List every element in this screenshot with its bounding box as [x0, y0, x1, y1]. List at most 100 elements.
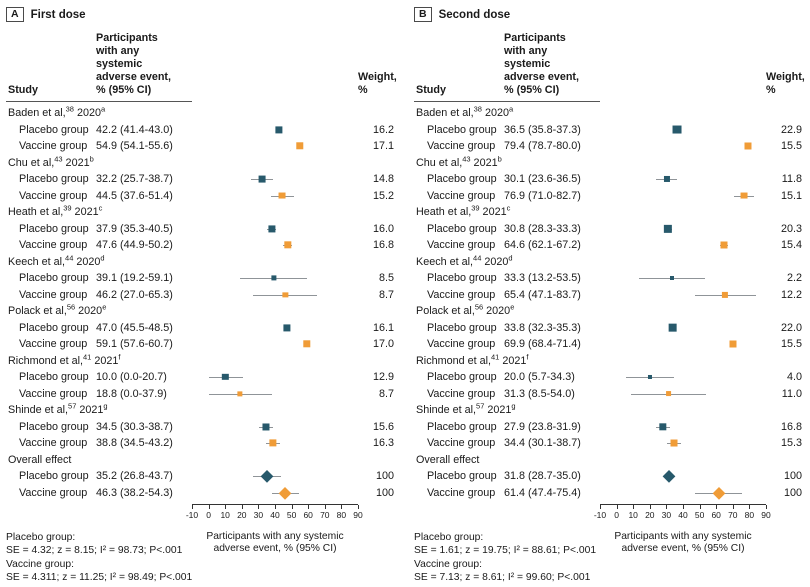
axis-tick [716, 504, 718, 509]
footnote-superscript: a [509, 104, 514, 114]
group-name: Placebo group [427, 272, 497, 285]
estimate-ci-value: 54.9 (54.1-55.6) [96, 140, 173, 153]
group-name: Vaccine group [427, 387, 496, 400]
study-name: Keech et al, [416, 255, 474, 268]
column-header-weight: Weight, % [358, 70, 397, 96]
placebo-square-marker [668, 323, 678, 332]
plot-cell [600, 138, 766, 155]
axis-tick [633, 504, 635, 509]
plot-cell [192, 286, 358, 303]
reference-superscript: 43 [462, 153, 471, 163]
placebo-square-marker [672, 125, 682, 134]
footnote-superscript: b [497, 153, 502, 163]
group-name: Vaccine group [427, 140, 496, 153]
weight-value: 22.9 [780, 123, 802, 136]
axis-tick-label: 70 [728, 509, 738, 520]
estimate-ci-value: 69.9 (68.4-71.4) [504, 338, 581, 351]
group-name: Placebo group [19, 321, 89, 334]
weight-value: 16.8 [372, 239, 394, 252]
study-row: Polack et al,56 2020e [414, 303, 808, 320]
group-name: Placebo group [19, 222, 89, 235]
reference-superscript: 44 [473, 252, 482, 262]
weight-value: 8.5 [378, 272, 394, 285]
study-year: 2021 [71, 206, 99, 219]
plot-cell [192, 220, 358, 237]
estimate-ci-value: 20.0 (5.7-34.3) [504, 371, 575, 384]
weight-value: 15.2 [372, 189, 394, 202]
study-row: Polack et al,56 2020e [6, 303, 400, 320]
placebo-square-marker [283, 323, 291, 332]
study-name: Heath et al, [416, 206, 472, 219]
axis-tick-label: 90 [353, 509, 363, 520]
study-label: Chu et al,43 2021b [6, 155, 192, 169]
study-label: Overall effect [414, 454, 600, 466]
axis-tick [225, 504, 227, 509]
estimate-ci-value: 47.6 (44.9-50.2) [96, 239, 173, 252]
study-year: 2020 [73, 255, 101, 268]
group-name: Vaccine group [427, 239, 496, 252]
panel-footer: Placebo group: SE = 1.61; z = 19.75; I² … [414, 531, 808, 585]
axis-tick-label: 20 [645, 509, 655, 520]
weight-value: 20.3 [780, 222, 802, 235]
footnote-superscript: a [101, 104, 106, 114]
group-name: Vaccine group [427, 437, 496, 450]
placebo-group-row: Placebo group 30.8 (28.3-33.3) 20.3 [414, 220, 808, 237]
footnote-superscript: c [98, 203, 103, 213]
study-label: Richmond et al,41 2021f [414, 353, 600, 367]
study-row: Heath et al,39 2021c [6, 204, 400, 221]
study-row: Heath et al,39 2021c [414, 204, 808, 221]
group-name: Vaccine group [19, 387, 88, 400]
placebo-stats: SE = 1.61; z = 19.75; I² = 88.61; P<.001 [414, 545, 597, 557]
study-label: Overall effect [6, 454, 192, 466]
x-axis-title: Participants with any systemic adverse e… [614, 530, 752, 555]
plot-cell [600, 121, 766, 138]
vaccine-square-marker [670, 439, 678, 447]
reference-superscript: 57 [68, 401, 77, 411]
vaccine-group-row: Vaccine group 46.2 (27.0-65.3) 8.7 [6, 286, 400, 303]
weight-value: 15.1 [780, 189, 802, 202]
estimate-ci-value: 79.4 (78.7-80.0) [504, 140, 581, 153]
estimate-ci-value: 27.9 (23.8-31.9) [504, 420, 581, 433]
placebo-group-row: Placebo group 32.2 (25.7-38.7) 14.8 [6, 171, 400, 188]
weight-value: 15.5 [780, 140, 802, 153]
axis-tick [308, 504, 310, 509]
axis-tick-label: 10 [628, 509, 638, 520]
plot-cell [600, 468, 766, 485]
estimate-ci-value: 33.3 (13.2-53.5) [504, 272, 581, 285]
placebo-group-row: Placebo group 36.5 (35.8-37.3) 22.9 [414, 121, 808, 138]
axis-tick [275, 504, 276, 509]
group-name: Placebo group [19, 371, 89, 384]
axis-tick-label: 60 [303, 509, 313, 520]
axis-tick [616, 504, 618, 509]
study-row: Overall effect [414, 451, 808, 468]
axis-tick-label: 30 [253, 509, 264, 520]
estimate-ci-value: 34.5 (30.3-38.7) [96, 420, 173, 433]
study-year: 2020 [483, 305, 511, 318]
placebo-square-marker [222, 373, 229, 381]
study-row: Overall effect [6, 451, 400, 468]
axis-tick-label: 0 [614, 509, 619, 520]
weight-value: 8.7 [378, 288, 394, 301]
header-rule [6, 100, 192, 102]
column-header-study: Study [416, 83, 446, 96]
vaccine-square-marker [283, 241, 292, 249]
placebo-square-marker [270, 275, 277, 281]
study-label: Heath et al,39 2021c [414, 203, 600, 219]
placebo-stats: SE = 4.32; z = 8.15; I² = 98.73; P<.001 [6, 545, 183, 557]
weight-value: 15.3 [780, 437, 802, 450]
weight-value: 16.1 [372, 321, 394, 334]
study-year: 2020 [73, 107, 102, 120]
axis-tick [749, 504, 751, 509]
estimate-ci-value: 64.6 (62.1-67.2) [504, 239, 581, 252]
group-name: Placebo group [19, 123, 89, 136]
reference-superscript: 39 [471, 203, 480, 213]
column-header-weight: Weight, % [766, 70, 805, 96]
placebo-group-row: Placebo group 47.0 (45.5-48.5) 16.1 [6, 319, 400, 336]
placebo-square-marker [669, 276, 674, 281]
group-name: Vaccine group [427, 288, 496, 301]
plot-cell [192, 121, 358, 138]
reference-superscript: 38 [65, 104, 74, 114]
footnote-superscript: e [510, 302, 515, 312]
placebo-group-row: Placebo group 20.0 (5.7-34.3) 4.0 [414, 369, 808, 386]
plot-cell [600, 270, 766, 287]
